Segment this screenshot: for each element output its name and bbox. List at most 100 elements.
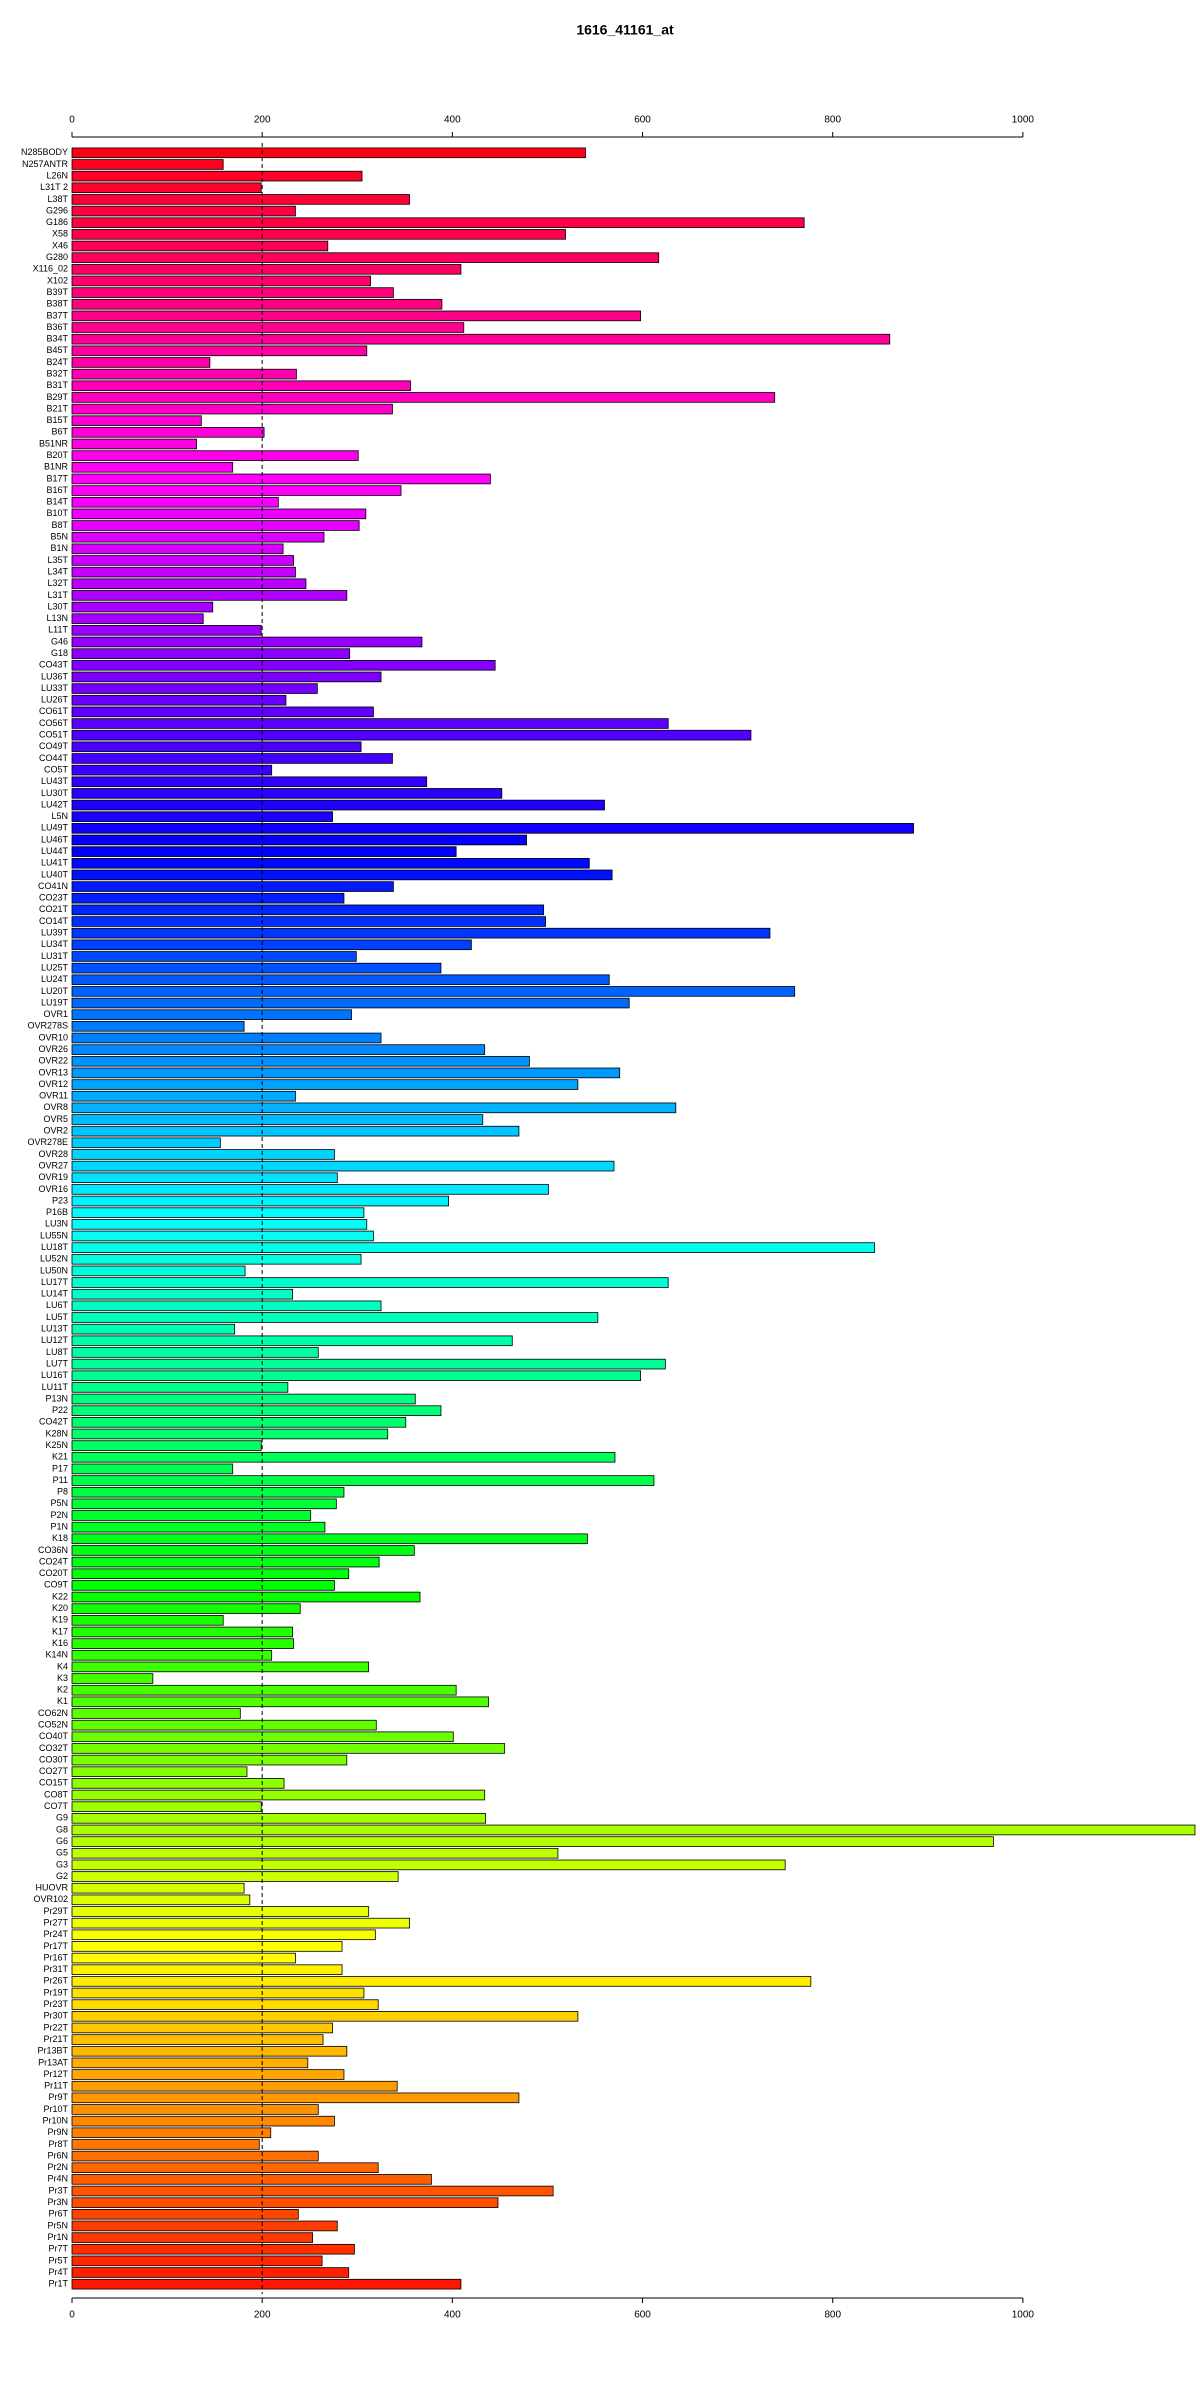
bar [71, 951, 357, 962]
bar [71, 2069, 345, 2080]
bar [71, 333, 891, 345]
y-tick-label: CO36N [38, 1545, 68, 1555]
y-tick-label: Pr29T [43, 1906, 68, 1916]
y-tick-label: X58 [52, 229, 68, 239]
bar [71, 881, 394, 892]
x-tick-label: 0 [69, 115, 75, 126]
bar [71, 2267, 350, 2278]
x-tick-label: 400 [444, 2310, 461, 2321]
bar [71, 601, 214, 613]
y-tick-label: P11 [53, 1475, 68, 1485]
bar [71, 1894, 251, 1906]
bar [71, 1428, 389, 1440]
y-tick-label: OVR11 [39, 1091, 68, 1101]
y-tick-label: B51NR [39, 438, 69, 448]
bar [71, 1300, 382, 1312]
y-tick-label: CO5T [44, 764, 69, 774]
y-tick-label: L34T [47, 566, 68, 576]
bar [71, 310, 642, 322]
bar [71, 1335, 513, 1347]
bar [71, 927, 771, 939]
bar [71, 2045, 348, 2057]
y-tick-label: OVR27 [38, 1160, 68, 1170]
bar [71, 555, 294, 566]
bar [71, 1510, 312, 1521]
bar [71, 2057, 309, 2069]
bar [71, 147, 586, 159]
y-tick-label: Pr4T [48, 2267, 68, 2277]
y-tick-label: LU36T [41, 671, 69, 681]
bar [71, 1952, 296, 1964]
bar [71, 823, 914, 834]
bar [71, 2034, 324, 2045]
bar [71, 1696, 489, 1708]
y-tick-label: OVR13 [38, 1067, 68, 1077]
y-tick-label: B37T [46, 310, 68, 320]
y-tick-label: LU16T [41, 1370, 69, 1380]
bar [71, 1405, 442, 1416]
bar [71, 403, 393, 415]
y-tick-label: OVR5 [43, 1114, 68, 1124]
y-tick-label: OVR16 [38, 1184, 68, 1194]
bar [71, 625, 262, 636]
y-tick-label: K19 [52, 1615, 68, 1625]
y-tick-label: L11T [48, 625, 68, 635]
y-tick-label: Pr3T [48, 2185, 68, 2195]
bar [71, 205, 296, 217]
bar [71, 916, 546, 927]
y-tick-label: L13N [46, 613, 68, 623]
y-tick-label: Pr7T [48, 2244, 68, 2254]
y-tick-label: LU17T [41, 1277, 69, 1287]
y-tick-label: CO61T [39, 706, 69, 716]
y-tick-label: P13N [45, 1393, 68, 1403]
bar [71, 322, 465, 333]
bar [71, 1195, 449, 1207]
y-tick-label: P5N [50, 1498, 68, 1508]
y-tick-label: G2 [56, 1871, 68, 1881]
bar [71, 2127, 272, 2139]
bar [71, 2104, 319, 2115]
y-tick-label: LU31T [41, 951, 69, 961]
bar [71, 229, 566, 240]
y-tick-label: LU41T [41, 858, 69, 868]
y-tick-label: N285BODY [21, 147, 68, 157]
y-tick-label: CO30T [39, 1754, 69, 1764]
bar [71, 1172, 338, 1184]
bar [71, 170, 363, 182]
y-tick-label: Pr19T [43, 1987, 68, 1997]
y-tick-label: LU42T [41, 799, 69, 809]
bar [71, 1859, 786, 1871]
bar [71, 182, 262, 194]
y-tick-label: B29T [46, 392, 68, 402]
y-tick-label: L35T [47, 555, 68, 565]
bar [71, 345, 368, 357]
x-tick-label: 1000 [1012, 115, 1035, 126]
bar [71, 1242, 875, 1253]
bar [71, 706, 374, 718]
bar [71, 1090, 296, 1102]
bar [71, 1160, 615, 1172]
bar [71, 1684, 457, 1696]
bar [71, 2022, 333, 2034]
bar [71, 613, 204, 624]
y-tick-label: K14N [45, 1650, 68, 1660]
y-tick-label: Pr2N [47, 2162, 68, 2172]
y-tick-label: P16B [46, 1207, 68, 1217]
y-tick-label: K16 [52, 1638, 68, 1648]
bar [71, 811, 333, 822]
y-tick-label: CO21T [39, 904, 69, 914]
x-tick-label: 0 [69, 2310, 75, 2321]
y-tick-label: B36T [46, 322, 68, 332]
y-tick-label: CO44T [39, 753, 69, 763]
bar [71, 1603, 301, 1614]
y-tick-label: P23 [52, 1195, 68, 1205]
y-tick-label: K20 [52, 1603, 68, 1613]
bar [71, 508, 367, 520]
bar [71, 2174, 432, 2185]
bar [71, 2139, 260, 2150]
y-tick-label: Pr30T [43, 2011, 68, 2021]
bar [71, 1801, 262, 1812]
y-tick-label: LU8T [46, 1347, 69, 1357]
bar [71, 1813, 487, 1824]
y-tick-label: OVR278S [27, 1021, 68, 1031]
